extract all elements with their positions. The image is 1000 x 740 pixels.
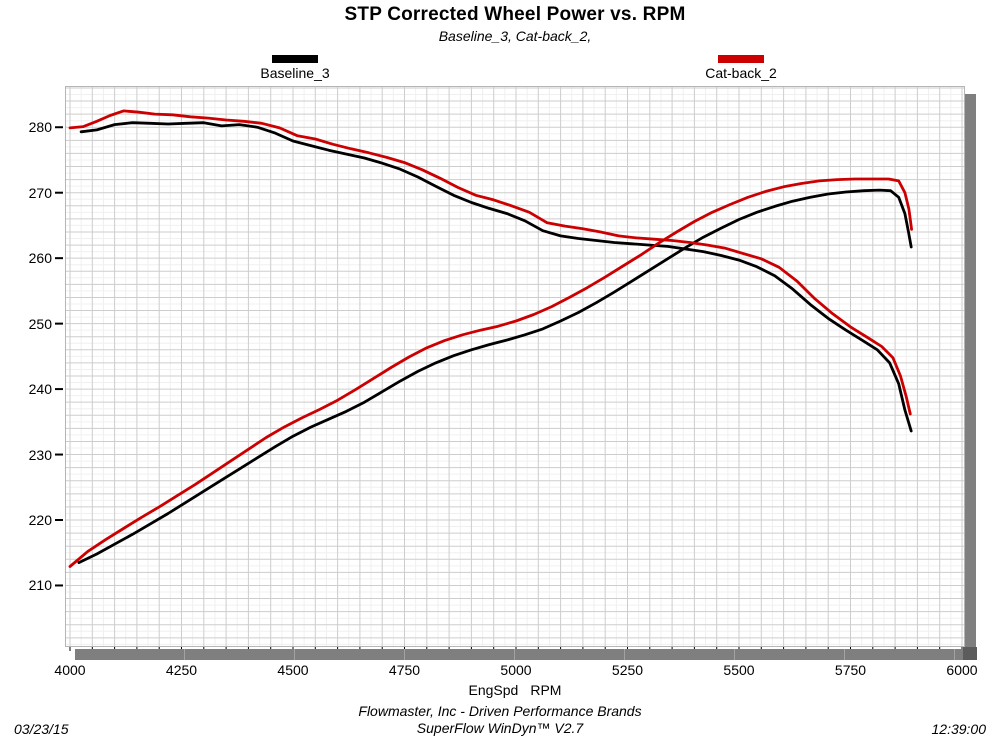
y-tick-label: 280	[28, 119, 52, 136]
y-axis-tick-labels: 280 270 260 250 240 230 220 210	[0, 86, 52, 647]
x-tick-label: 6000	[946, 662, 978, 678]
footer-software: SuperFlow WinDyn™ V2.7	[416, 720, 584, 736]
x-tick-label: 4000	[54, 662, 86, 678]
legend-item-cat-back-2[interactable]: Cat-back_2	[691, 55, 791, 81]
x-tick-label: 5000	[500, 662, 532, 678]
cat-back-2-ascending-curve	[68, 177, 913, 568]
chart-title: STP Corrected Wheel Power vs. RPM	[344, 4, 686, 25]
chart-subtitle: Baseline_3, Cat-back_2,	[438, 28, 592, 44]
vertical-scrollbar[interactable]	[965, 94, 976, 647]
cat-back-2-color-swatch	[718, 55, 764, 63]
x-tick-label: 4250	[165, 662, 198, 678]
footer-time: 12:39:00	[931, 721, 987, 737]
cat-back-2-descending-curve	[68, 109, 912, 416]
x-axis-units: RPM	[530, 682, 562, 698]
x-axis-tick-labels: 4000 4250 4500 4750 5000 5250 5500 5750 6000	[54, 662, 977, 680]
y-tick-label: 220	[28, 512, 52, 528]
legend-label-baseline-3: Baseline_3	[260, 65, 330, 81]
baseline-3-descending-curve	[79, 121, 913, 433]
horizontal-scrollbar[interactable]	[75, 649, 963, 660]
x-tick-label: 4750	[388, 662, 421, 678]
y-tick-label: 240	[28, 381, 52, 398]
baseline-3-color-swatch	[272, 55, 318, 63]
baseline-3-ascending-curve	[77, 188, 913, 565]
scrollbar-corner[interactable]	[963, 647, 977, 660]
y-tick-label: 250	[28, 315, 52, 332]
plot-border	[65, 86, 965, 647]
y-tick-label: 210	[28, 577, 52, 594]
x-tick-label: 5250	[611, 662, 644, 678]
footer-date: 03/23/15	[14, 721, 69, 737]
plot-area	[55, 86, 965, 651]
y-tick-label: 270	[28, 184, 52, 201]
x-tick-label: 5750	[834, 662, 867, 678]
x-tick-label: 5500	[723, 662, 755, 678]
x-axis-label: EngSpd	[468, 682, 519, 698]
dyno-curves-svg	[55, 86, 965, 651]
y-tick-label: 230	[28, 446, 52, 463]
legend-label-cat-back-2: Cat-back_2	[705, 65, 777, 81]
y-tick-label: 260	[28, 250, 52, 267]
x-tick-label: 4500	[277, 662, 309, 678]
footer-company: Flowmaster, Inc - Driven Performance Bra…	[358, 703, 642, 719]
x-axis-title: EngSpd RPM	[65, 682, 965, 698]
footer-center-block: Flowmaster, Inc - Driven Performance Bra…	[0, 703, 1000, 737]
legend-item-baseline-3[interactable]: Baseline_3	[245, 55, 345, 81]
